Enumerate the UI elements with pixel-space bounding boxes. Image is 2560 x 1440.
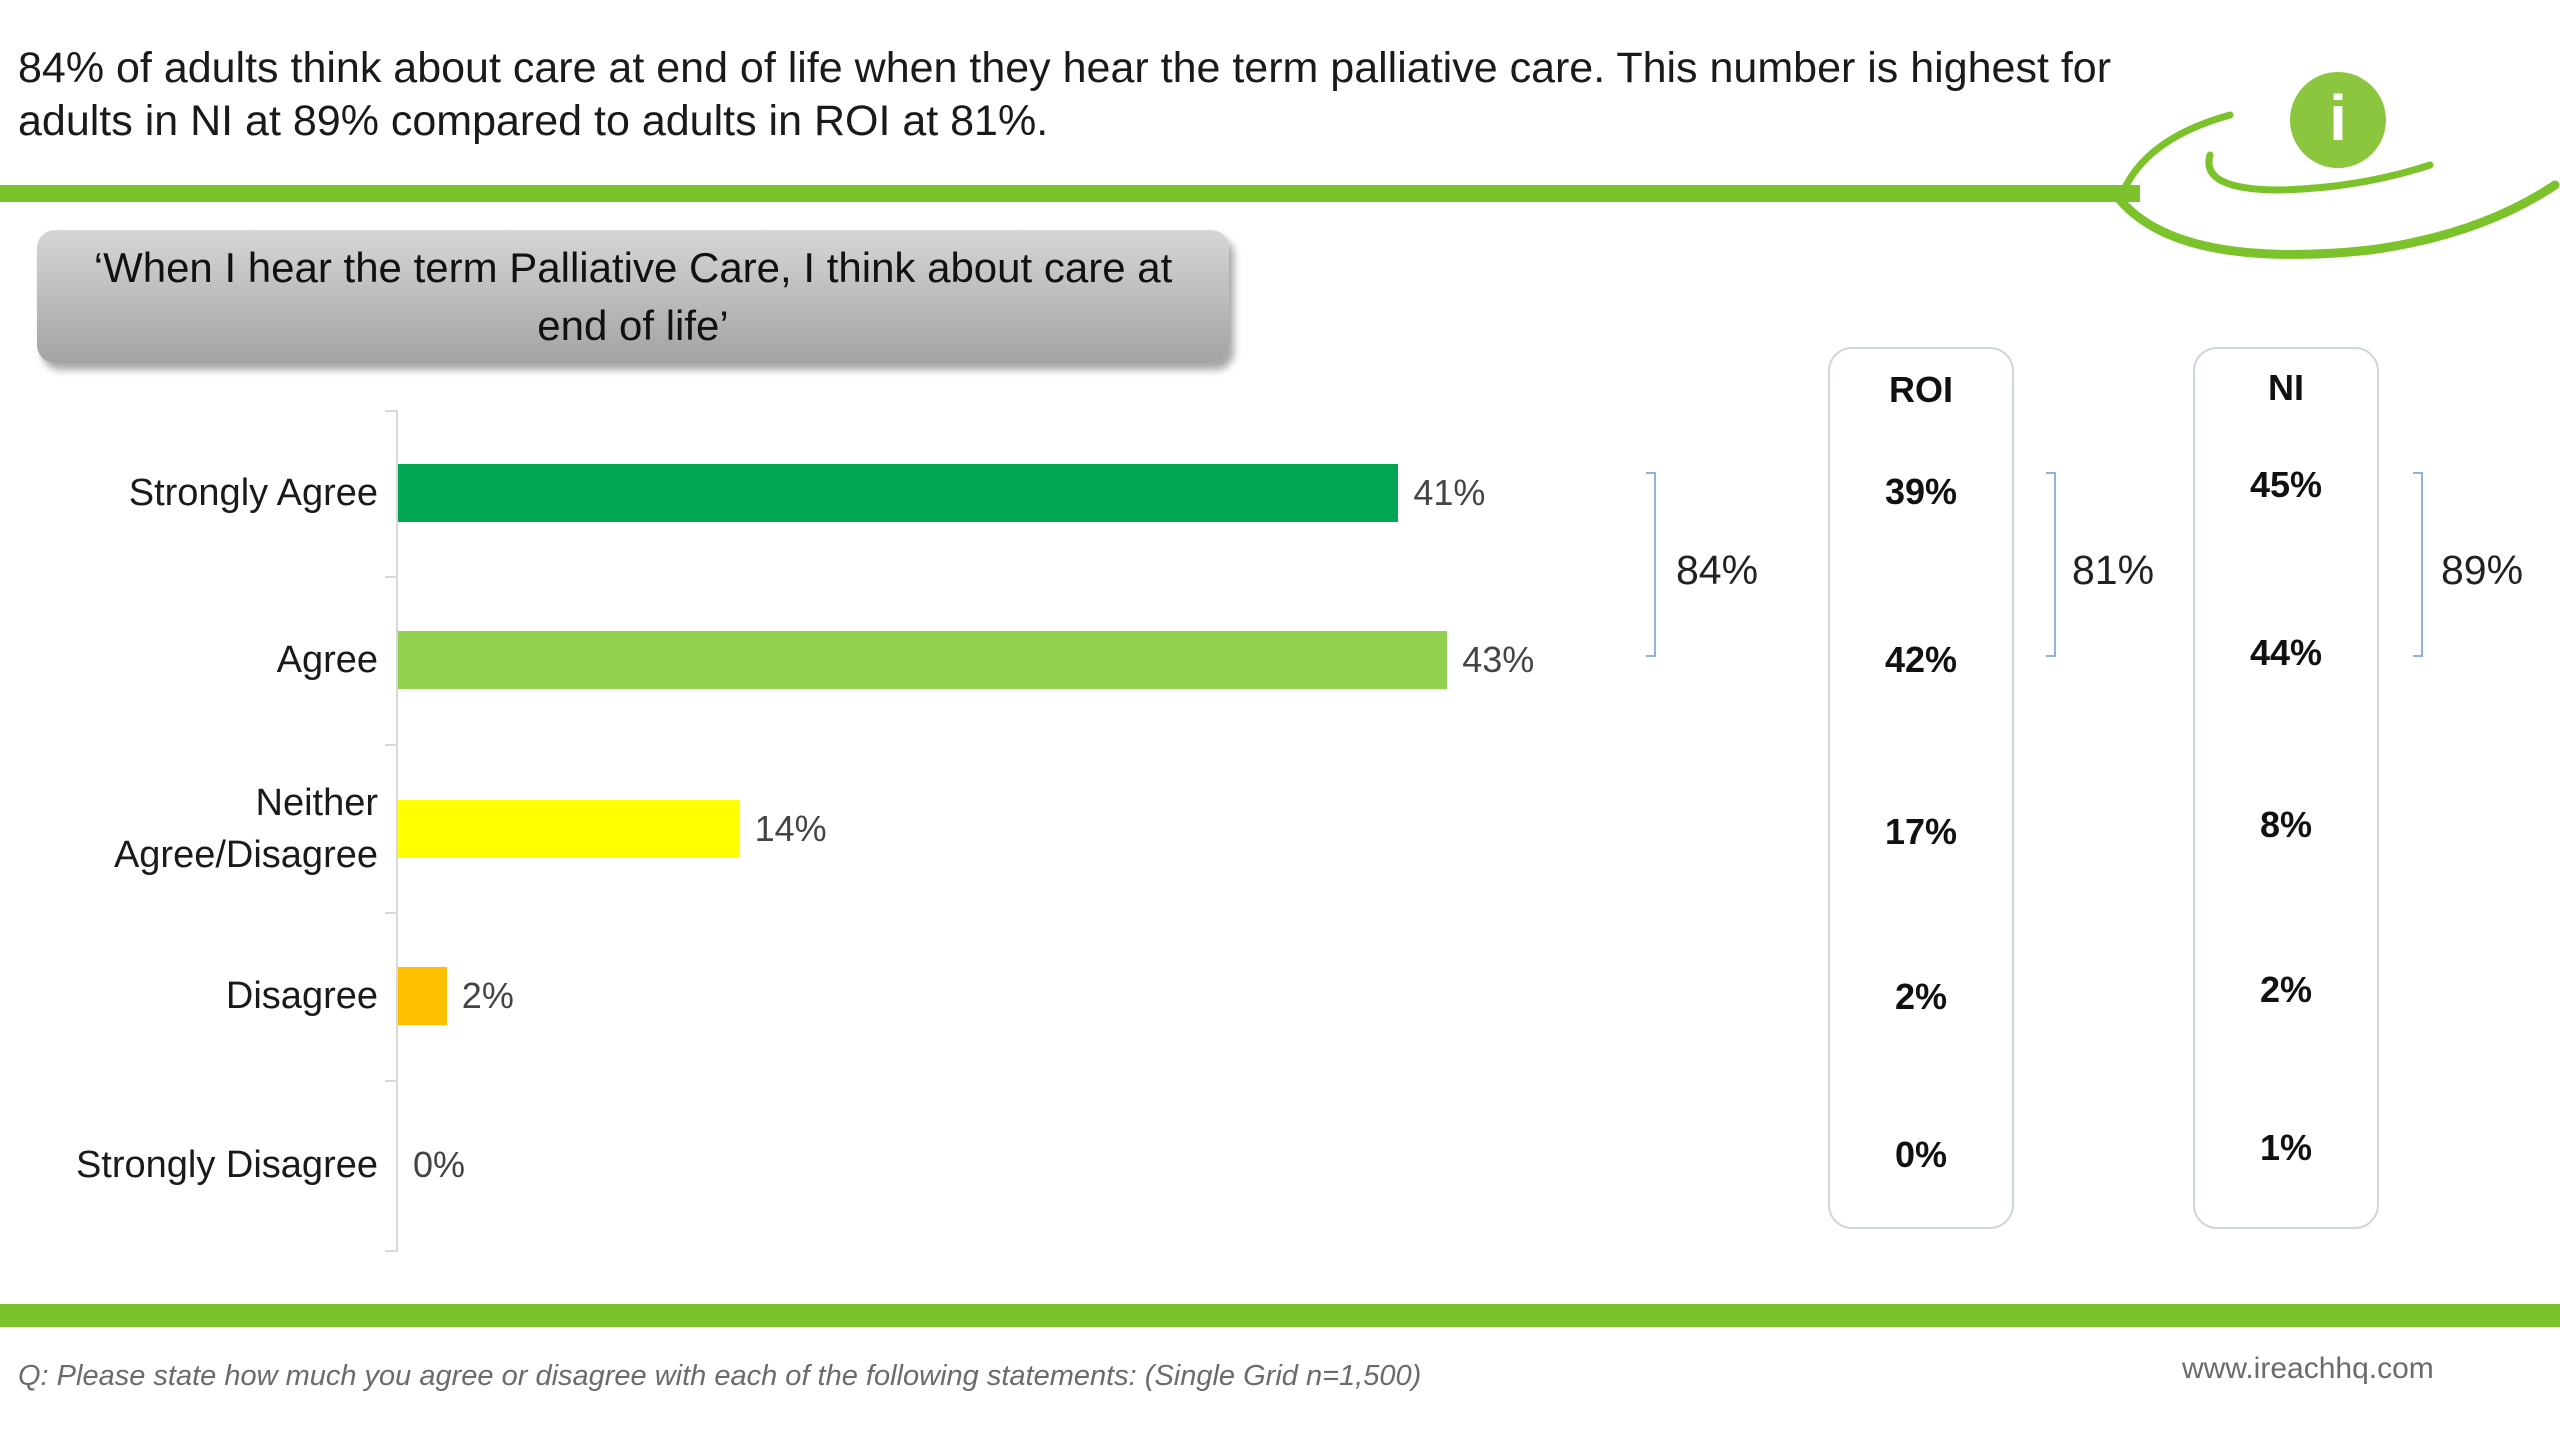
question-callout: ‘When I hear the term Palliative Care, I…	[37, 230, 1229, 363]
top-divider	[0, 185, 2140, 202]
bar	[398, 464, 1399, 522]
roi-value: 17%	[1884, 811, 1958, 852]
axis-tick	[385, 1080, 397, 1082]
category-label: Neither Agree/Disagree	[113, 782, 378, 876]
logo-glyph: i	[2329, 82, 2347, 154]
ni-value: 1%	[2259, 1127, 2313, 1168]
roi-value: 39%	[1884, 471, 1958, 512]
info-icon: i	[2290, 72, 2386, 168]
ni-total-label: 89%	[2441, 547, 2524, 593]
ni-panel: NI 45% 44% 8% 2% 1%	[2193, 347, 2379, 1229]
headline-line-2: adults in NI at 89% compared to adults i…	[18, 97, 1049, 145]
bar-value-label: 14%	[754, 808, 827, 849]
bar-value-label: 0%	[413, 1144, 466, 1185]
total-bracket	[1646, 472, 1656, 657]
axis-tick	[385, 1250, 397, 1252]
ni-value: 45%	[2249, 464, 2323, 505]
category-label: Strongly Disagree	[75, 1144, 378, 1186]
axis-tick	[385, 576, 397, 578]
roi-value: 42%	[1884, 639, 1958, 680]
bottom-divider	[0, 1304, 2560, 1327]
question-line-1: ‘When I hear the term Palliative Care, I…	[93, 243, 1173, 291]
roi-total-bracket	[2046, 472, 2056, 657]
bar-value-label: 41%	[1413, 472, 1486, 513]
bar	[398, 631, 1448, 689]
bar-value-label: 43%	[1462, 639, 1535, 680]
ni-panel-title: NI	[2268, 367, 2304, 408]
category-label: Strongly Agree	[128, 472, 378, 514]
roi-total-label: 81%	[2072, 547, 2155, 593]
total-agree-label: 84%	[1676, 547, 1759, 593]
ireach-logo: i	[2115, 72, 2560, 259]
bar-value-label: 2%	[461, 975, 514, 1016]
category-label: Agree	[276, 639, 378, 681]
category-label: Disagree	[225, 975, 378, 1017]
axis-tick	[385, 744, 397, 746]
category-axis	[396, 410, 398, 1252]
bar	[398, 800, 740, 858]
website-link[interactable]: www.ireachhq.com	[2182, 1352, 2434, 1385]
ni-total-bracket	[2413, 472, 2423, 657]
roi-value: 2%	[1894, 976, 1948, 1017]
headline-line-1: 84% of adults think about care at end of…	[18, 44, 2112, 92]
axis-tick	[385, 912, 397, 914]
ni-value: 44%	[2249, 632, 2323, 673]
axis-tick	[385, 410, 397, 412]
headline: 84% of adults think about care at end of…	[18, 42, 2168, 148]
question-footnote: Q: Please state how much you agree or di…	[18, 1360, 1422, 1392]
question-line-2: end of life’	[537, 301, 729, 349]
ni-value: 2%	[2259, 969, 2313, 1010]
roi-panel: ROI 39% 42% 17% 2% 0%	[1828, 347, 2014, 1229]
ni-value: 8%	[2259, 804, 2313, 845]
bar	[398, 967, 447, 1025]
roi-panel-title: ROI	[1888, 369, 1953, 410]
roi-value: 0%	[1894, 1134, 1948, 1175]
